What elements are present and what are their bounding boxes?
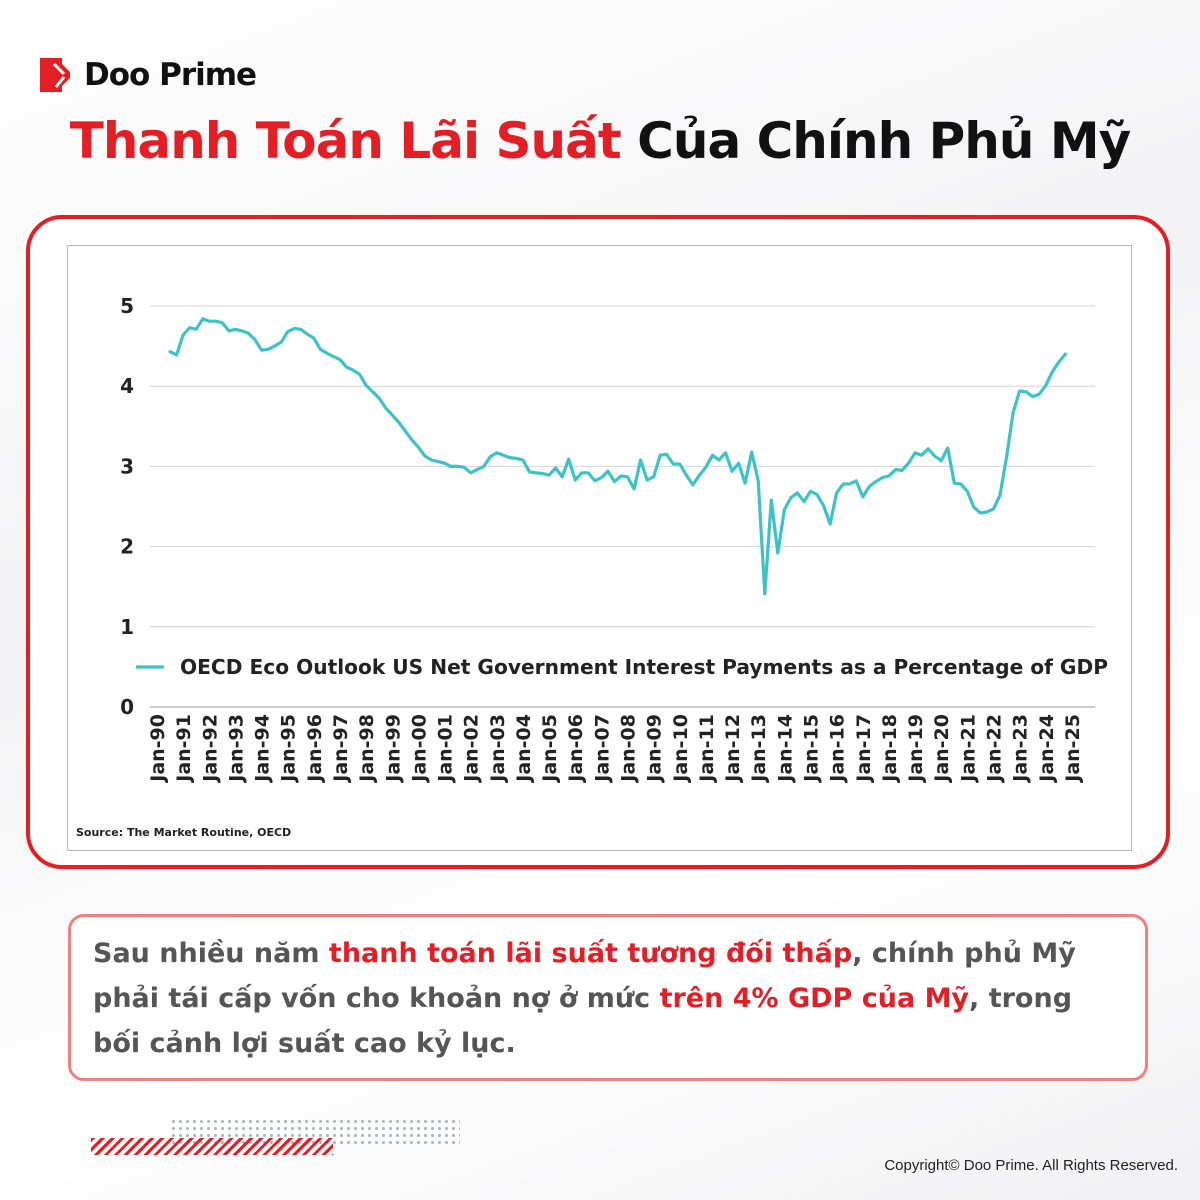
x-tick-label: Jan-04 <box>513 714 535 784</box>
x-tick-label: Jan-06 <box>565 714 587 784</box>
legend-label: OECD Eco Outlook US Net Government Inter… <box>180 655 1108 679</box>
x-tick-label: Jan-03 <box>487 714 509 784</box>
x-tick-label: Jan-10 <box>670 714 692 784</box>
series-line <box>168 317 1067 596</box>
x-tick-label: Jan-13 <box>748 714 770 784</box>
plot-area <box>67 245 1132 851</box>
x-tick-label: Jan-12 <box>722 714 744 784</box>
chart-source: Source: The Market Routine, OECD <box>76 826 292 839</box>
x-tick-label: Jan-97 <box>330 714 352 784</box>
x-tick-label: Jan-23 <box>1010 714 1032 784</box>
title-highlight: Thanh Toán Lãi Suất <box>69 112 622 170</box>
x-tick-label: Jan-00 <box>408 714 430 784</box>
brand-name: Doo Prime <box>84 57 257 93</box>
description-highlight: trên 4% GDP của Mỹ <box>659 983 970 1014</box>
x-tick-label: Jan-11 <box>696 714 718 784</box>
x-tick-label: Jan-14 <box>774 714 796 784</box>
y-tick-label: 0 <box>120 695 134 719</box>
y-tick-label: 4 <box>120 374 134 398</box>
description-text: Sau nhiều năm <box>93 938 329 969</box>
x-tick-label: Jan-17 <box>853 714 875 784</box>
y-tick-label: 3 <box>120 454 134 478</box>
x-tick-label: Jan-91 <box>173 714 195 784</box>
x-tick-label: Jan-99 <box>382 714 404 784</box>
x-tick-label: Jan-94 <box>252 714 274 784</box>
x-tick-label: Jan-21 <box>957 714 979 784</box>
x-tick-label: Jan-05 <box>539 714 561 784</box>
x-tick-label: Jan-08 <box>618 714 640 784</box>
x-tick-label: Jan-90 <box>147 714 169 784</box>
decorative-stripes <box>91 1138 333 1155</box>
copyright: Copyright© Doo Prime. All Rights Reserve… <box>884 1157 1178 1174</box>
description-highlight: thanh toán lãi suất tương đối thấp <box>328 938 853 969</box>
x-tick-label: Jan-18 <box>879 714 901 784</box>
x-tick-label: Jan-07 <box>591 714 613 784</box>
x-tick-label: Jan-24 <box>1036 714 1058 784</box>
x-tick-label: Jan-16 <box>827 714 849 784</box>
x-tick-label: Jan-95 <box>278 714 300 784</box>
y-tick-label: 5 <box>120 294 134 318</box>
doo-prime-logo-icon <box>40 58 70 92</box>
logo: Doo Prime <box>40 57 257 93</box>
x-tick-label: Jan-09 <box>644 714 666 784</box>
x-tick-label: Jan-98 <box>356 714 378 784</box>
description-text: , chính phủ Mỹ phải tái cấp vốn cho khoả… <box>93 938 1076 1014</box>
description-box: Sau nhiều năm thanh toán lãi suất tương … <box>68 914 1148 1081</box>
page-title: Thanh Toán Lãi Suất Của Chính Phủ Mỹ <box>0 112 1200 170</box>
x-tick-label: Jan-25 <box>1062 714 1084 784</box>
x-tick-label: Jan-93 <box>225 714 247 784</box>
description-text: , trong bối cảnh lợi suất cao kỷ lục. <box>93 983 1073 1059</box>
x-tick-label: Jan-92 <box>199 714 221 784</box>
x-tick-label: Jan-20 <box>931 714 953 784</box>
y-tick-label: 1 <box>120 615 134 639</box>
title-rest: Của Chính Phủ Mỹ <box>637 112 1131 170</box>
x-tick-label: Jan-96 <box>304 714 326 784</box>
x-tick-label: Jan-15 <box>801 714 823 784</box>
y-tick-label: 2 <box>120 535 134 559</box>
x-tick-label: Jan-01 <box>435 714 457 784</box>
x-tick-label: Jan-19 <box>905 714 927 784</box>
x-tick-label: Jan-22 <box>983 714 1005 784</box>
x-tick-label: Jan-02 <box>461 714 483 784</box>
